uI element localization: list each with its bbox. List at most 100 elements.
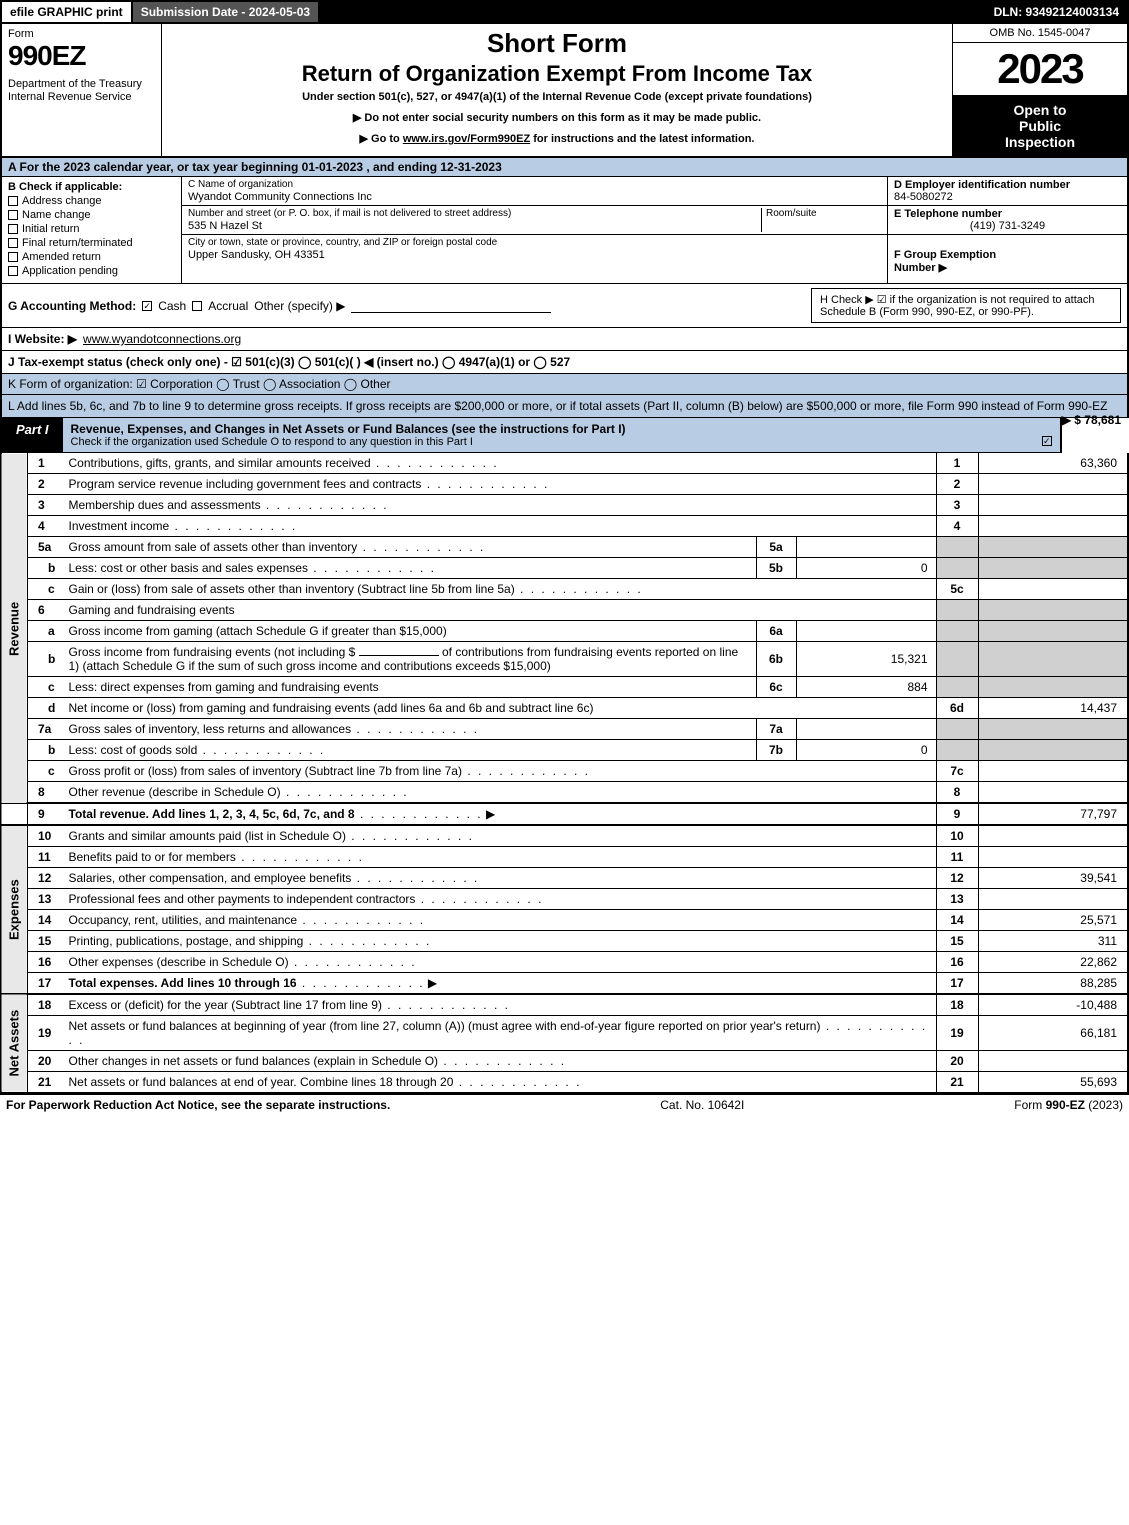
part1-sub-text: Check if the organization used Schedule … — [71, 436, 473, 448]
line-9-desc: Total revenue. Add lines 1, 2, 3, 4, 5c,… — [69, 807, 355, 821]
checkbox-initial-return[interactable] — [8, 224, 18, 234]
line-6d-rn: 6d — [936, 698, 978, 719]
sidelabel-expenses: Expenses — [1, 825, 28, 994]
checkbox-cash[interactable] — [142, 301, 152, 311]
line-6c-mn: 6c — [756, 677, 796, 698]
line-6d-val: 14,437 — [978, 698, 1128, 719]
top-bar: efile GRAPHIC print Submission Date - 20… — [0, 0, 1129, 24]
line-12-rn: 12 — [936, 868, 978, 889]
line-9-no: 9 — [28, 803, 64, 825]
header-center: Short Form Return of Organization Exempt… — [162, 24, 952, 156]
line-15-no: 15 — [28, 931, 64, 952]
line-2-desc: Program service revenue including govern… — [69, 477, 422, 491]
footer-right: Form 990-EZ (2023) — [1014, 1098, 1123, 1112]
line-7c-val — [978, 761, 1128, 782]
department-label: Department of the Treasury Internal Reve… — [8, 78, 155, 104]
tax-exempt-status: J Tax-exempt status (check only one) - ☑… — [8, 355, 570, 369]
group-exemption-label: F Group Exemption Number ▶ — [894, 249, 996, 274]
line-13-no: 13 — [28, 889, 64, 910]
line-19-val: 66,181 — [978, 1016, 1128, 1051]
phone-value: (419) 731-3249 — [894, 220, 1121, 232]
accounting-method-label: G Accounting Method: — [8, 299, 136, 313]
line-6b-mn: 6b — [756, 642, 796, 677]
omb-number: OMB No. 1545-0047 — [953, 24, 1127, 43]
line-5b-mn: 5b — [756, 558, 796, 579]
addr-value: 535 N Hazel St — [188, 220, 761, 232]
line-7b-desc: Less: cost of goods sold — [69, 743, 198, 757]
line-2-val — [978, 474, 1128, 495]
tax-year: 2023 — [953, 43, 1127, 96]
line-11-no: 11 — [28, 847, 64, 868]
line-4-no: 4 — [28, 516, 64, 537]
checkbox-amended-return[interactable] — [8, 252, 18, 262]
line-18-desc: Excess or (deficit) for the year (Subtra… — [69, 998, 382, 1012]
line-16-val: 22,862 — [978, 952, 1128, 973]
form-number: 990EZ — [8, 40, 155, 72]
line-7b-no: b — [28, 740, 64, 761]
part1-title: Revenue, Expenses, and Changes in Net As… — [63, 418, 1060, 452]
line-6b-blank[interactable] — [359, 655, 439, 656]
line-1-rn: 1 — [936, 453, 978, 474]
line-5a-desc: Gross amount from sale of assets other t… — [69, 540, 358, 554]
checkbox-final-return[interactable] — [8, 238, 18, 248]
line-21-no: 21 — [28, 1072, 64, 1093]
checkbox-schedule-o[interactable] — [1042, 436, 1052, 446]
line-16-rn: 16 — [936, 952, 978, 973]
line-6d-no: d — [28, 698, 64, 719]
sidelabel-blank — [1, 803, 28, 825]
checkbox-application-pending[interactable] — [8, 266, 18, 276]
line-10-val — [978, 825, 1128, 847]
form-word: Form — [8, 28, 155, 40]
line-7a-desc: Gross sales of inventory, less returns a… — [69, 722, 352, 736]
section-b: B Check if applicable: Address change Na… — [2, 177, 182, 283]
line-7b-rn-grey — [936, 740, 978, 761]
line-12-val: 39,541 — [978, 868, 1128, 889]
website-value[interactable]: www.wyandotconnections.org — [83, 332, 241, 346]
line-21-val: 55,693 — [978, 1072, 1128, 1093]
org-name-value: Wyandot Community Connections Inc — [188, 191, 881, 203]
checkbox-accrual[interactable] — [192, 301, 202, 311]
line-10-rn: 10 — [936, 825, 978, 847]
line-20-val — [978, 1051, 1128, 1072]
header-left: Form 990EZ Department of the Treasury In… — [2, 24, 162, 156]
addr-label: Number and street (or P. O. box, if mail… — [188, 208, 761, 219]
line-6b-rv-grey — [978, 642, 1128, 677]
line-17-rn: 17 — [936, 973, 978, 995]
line-8-no: 8 — [28, 782, 64, 804]
efile-print-button[interactable]: efile GRAPHIC print — [2, 2, 133, 22]
checkbox-name-change[interactable] — [8, 210, 18, 220]
dln-label: DLN: 93492124003134 — [986, 2, 1127, 22]
line-5c-rn: 5c — [936, 579, 978, 600]
line-7a-rn-grey — [936, 719, 978, 740]
sidelabel-netassets: Net Assets — [1, 994, 28, 1093]
footer-left: For Paperwork Reduction Act Notice, see … — [6, 1098, 390, 1112]
form-of-org: K Form of organization: ☑ Corporation ◯ … — [8, 377, 391, 391]
line-3-val — [978, 495, 1128, 516]
return-title: Return of Organization Exempt From Incom… — [172, 61, 942, 87]
row-l: L Add lines 5b, 6c, and 7b to line 9 to … — [0, 395, 1129, 418]
line-9-rn: 9 — [936, 803, 978, 825]
ein-value: 84-5080272 — [894, 191, 1121, 203]
line-5b-desc: Less: cost or other basis and sales expe… — [69, 561, 308, 575]
part1-header: Part I Revenue, Expenses, and Changes in… — [0, 418, 1062, 453]
line-6c-desc: Less: direct expenses from gaming and fu… — [69, 680, 379, 694]
line-11-rn: 11 — [936, 847, 978, 868]
line-20-desc: Other changes in net assets or fund bala… — [69, 1054, 439, 1068]
line-6b-rn-grey — [936, 642, 978, 677]
line-6c-mv: 884 — [796, 677, 936, 698]
line-6c-rv-grey — [978, 677, 1128, 698]
other-label: Other (specify) ▶ — [254, 299, 345, 313]
line-7a-mn: 7a — [756, 719, 796, 740]
line-5c-val — [978, 579, 1128, 600]
line-14-desc: Occupancy, rent, utilities, and maintena… — [69, 913, 298, 927]
line-19-no: 19 — [28, 1016, 64, 1051]
checkbox-address-change[interactable] — [8, 196, 18, 206]
section-def: D Employer identification number 84-5080… — [887, 177, 1127, 283]
sidelabel-revenue: Revenue — [1, 453, 28, 803]
line-4-val — [978, 516, 1128, 537]
other-specify-input[interactable] — [351, 299, 551, 313]
section-b-title: B Check if applicable: — [8, 181, 175, 193]
line-6-rn-grey — [936, 600, 978, 621]
irs-link[interactable]: www.irs.gov/Form990EZ — [403, 133, 530, 145]
line-21-rn: 21 — [936, 1072, 978, 1093]
